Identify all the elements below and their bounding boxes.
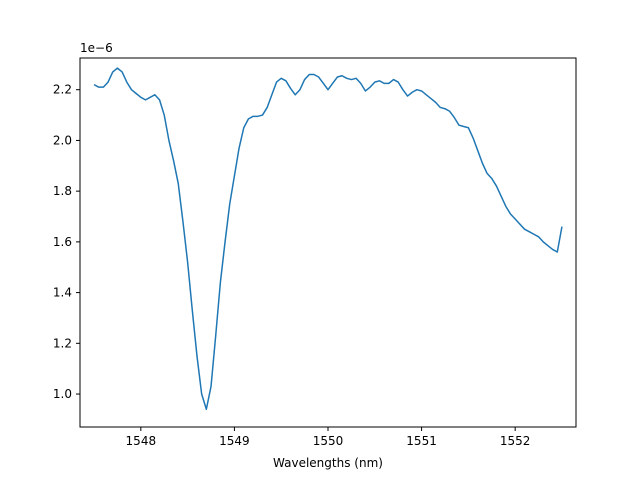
x-tick-label: 1549 bbox=[219, 434, 250, 448]
plot-area bbox=[93, 67, 563, 410]
y-tick-label: 1.4 bbox=[53, 286, 72, 300]
y-tick-label: 2.0 bbox=[53, 133, 72, 147]
y-tick-label: 1.2 bbox=[53, 336, 72, 350]
y-offset-label: 1e−6 bbox=[80, 41, 113, 55]
x-tick-label: 1550 bbox=[313, 434, 344, 448]
x-tick-label: 1551 bbox=[406, 434, 437, 448]
y-tick-label: 1.0 bbox=[53, 387, 72, 401]
series-line-0 bbox=[93, 67, 563, 410]
x-axis-label: Wavelengths (nm) bbox=[273, 456, 383, 470]
x-tick-label: 1552 bbox=[500, 434, 531, 448]
y-axis: 1.0 1.2 1.4 1.6 1.8 2.0 2.2 bbox=[53, 83, 80, 401]
y-tick-label: 2.2 bbox=[53, 83, 72, 97]
x-axis: 1548 1549 1550 1551 1552 bbox=[126, 427, 531, 448]
x-tick-label: 1548 bbox=[126, 434, 157, 448]
y-tick-label: 1.8 bbox=[53, 184, 72, 198]
y-tick-label: 1.6 bbox=[53, 235, 72, 249]
